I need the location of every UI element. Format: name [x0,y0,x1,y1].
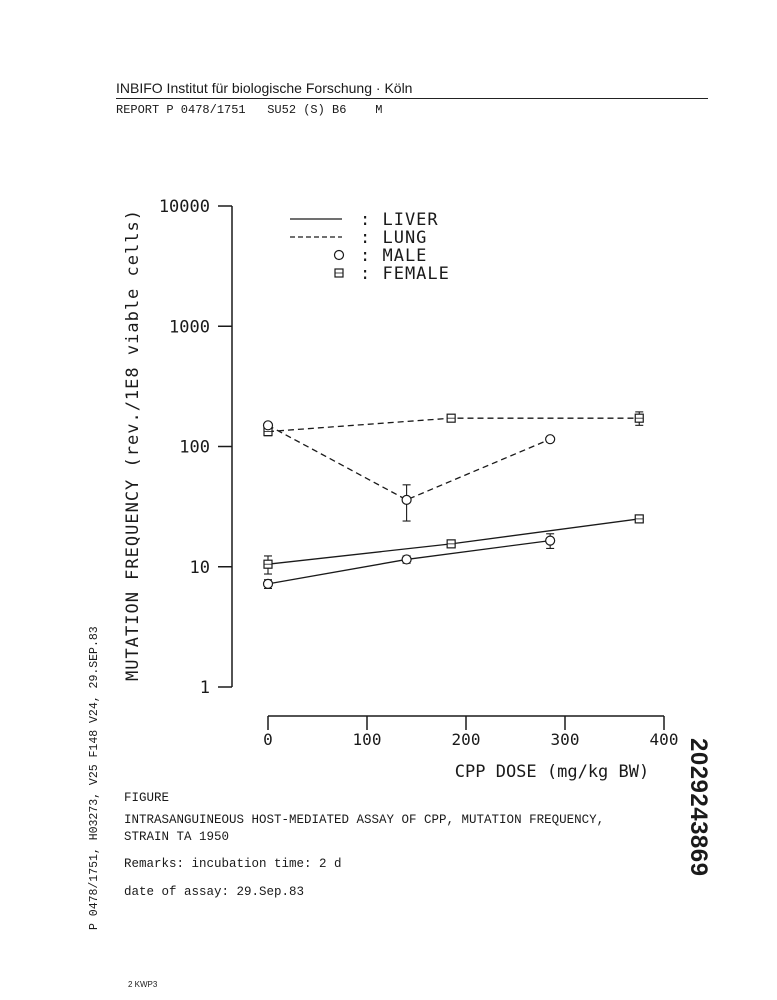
legend-label: : FEMALE [360,264,450,284]
figure-caption-line2: STRAIN TA 1950 [124,830,230,844]
document-number: 2029243869 [685,738,712,877]
y-tick-label: 10 [190,558,210,578]
x-tick-label: 300 [551,730,580,749]
side-reference: P 0478/1751, H03273, V25 F148 V24, 29.SE… [88,626,101,930]
remarks: Remarks: incubation time: 2 d [124,857,342,871]
y-tick-label: 1 [200,678,210,698]
data-point-male [545,434,556,445]
figure-label: FIGURE [124,791,170,805]
legend-label: : MALE [360,246,427,266]
header-rule [116,98,708,99]
y-tick-label: 1000 [169,317,210,337]
y-tick-label: 100 [179,438,210,458]
data-point-male [262,578,274,590]
data-point-male [262,420,274,431]
x-tick-label: 100 [353,730,382,749]
y-axis-label: MUTATION FREQUENCY (rev./1E8 viable cell… [123,209,143,681]
x-tick-label: 200 [452,730,481,749]
legend-label: : LIVER [360,210,439,230]
x-tick-label: 400 [650,730,679,749]
figure-caption-line1: INTRASANGUINEOUS HOST-MEDIATED ASSAY OF … [124,813,605,827]
legend-label: : LUNG [360,228,427,248]
x-axis-label: CPP DOSE (mg/kg BW) [455,762,649,782]
institute-header: INBIFO Institut für biologische Forschun… [116,80,413,96]
x-tick-label: 0 [263,730,273,749]
footer-code: 2 KWP3 [128,980,158,989]
assay-date: date of assay: 29.Sep.83 [124,885,305,899]
y-tick-label: 10000 [159,197,210,217]
legend-male-symbol [333,249,345,261]
series-line-lung-male [267,424,551,501]
data-point-male [545,535,556,546]
report-id: REPORT P 0478/1751 SU52 (S) B6 M [116,103,383,117]
data-point-male [401,494,412,505]
data-point-male [401,554,412,565]
